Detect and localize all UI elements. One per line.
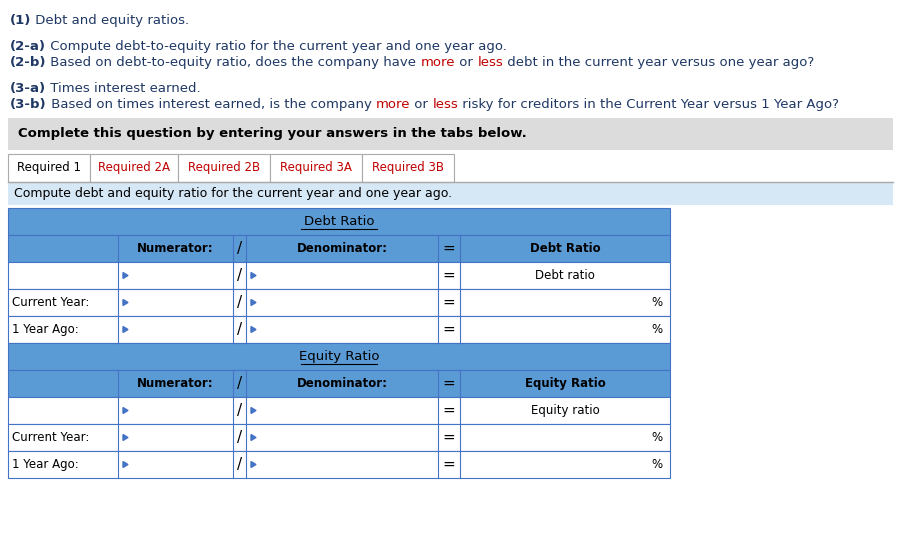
Text: (3-a): (3-a) [10,82,46,95]
Text: Current Year:: Current Year: [12,296,89,309]
Text: /: / [237,430,242,445]
Text: Compute debt and equity ratio for the current year and one year ago.: Compute debt and equity ratio for the cu… [14,187,452,201]
Text: Numerator:: Numerator: [137,242,214,255]
Text: /: / [237,376,242,391]
Text: Required 3B: Required 3B [372,162,444,174]
Text: risky for creditors in the Current Year versus 1 Year Ago?: risky for creditors in the Current Year … [458,98,839,111]
Text: Denominator:: Denominator: [296,242,387,255]
Text: %: % [652,458,663,471]
Polygon shape [251,326,256,333]
Text: less: less [432,98,458,111]
Polygon shape [251,272,256,278]
Text: Equity ratio: Equity ratio [531,404,599,417]
Text: debt in the current year versus one year ago?: debt in the current year versus one year… [503,56,815,69]
Text: Equity Ratio: Equity Ratio [524,377,605,390]
Bar [8,262,670,289]
Text: =: = [442,430,455,445]
Text: %: % [652,431,663,444]
Text: Based on debt-to-equity ratio, does the company have: Based on debt-to-equity ratio, does the … [47,56,421,69]
Polygon shape [251,300,256,306]
Polygon shape [123,434,128,440]
Bar [8,397,670,424]
Text: %: % [652,296,663,309]
Polygon shape [123,326,128,333]
Bar [8,370,670,397]
Text: less: less [478,56,503,69]
Bar [178,154,270,182]
Text: 1 Year Ago:: 1 Year Ago: [12,458,78,471]
Text: Required 2B: Required 2B [188,162,260,174]
Text: =: = [442,376,455,391]
Polygon shape [123,462,128,467]
Bar [8,235,670,262]
Polygon shape [251,408,256,414]
Text: Debt Ratio: Debt Ratio [530,242,600,255]
Text: Compute debt-to-equity ratio for the current year and one year ago.: Compute debt-to-equity ratio for the cur… [46,40,507,53]
Text: Debt ratio: Debt ratio [535,269,595,282]
Text: 1 Year Ago:: 1 Year Ago: [12,323,78,336]
Bar [8,289,670,316]
Text: Equity Ratio: Equity Ratio [299,350,379,363]
Text: Required 3A: Required 3A [280,162,352,174]
Text: Debt Ratio: Debt Ratio [304,215,374,228]
Text: (2-b): (2-b) [10,56,47,69]
Text: (3-b): (3-b) [10,98,47,111]
Text: /: / [237,295,242,310]
Bar [8,154,90,182]
Bar [270,154,362,182]
Text: (2-a): (2-a) [10,40,46,53]
Text: more: more [376,98,410,111]
Text: Current Year:: Current Year: [12,431,89,444]
Bar [8,451,670,478]
Text: Times interest earned.: Times interest earned. [46,82,201,95]
Text: =: = [442,241,455,256]
Text: =: = [442,268,455,283]
Polygon shape [251,434,256,440]
Text: Required 2A: Required 2A [98,162,170,174]
Bar [8,208,670,235]
Text: (1): (1) [10,14,32,27]
Text: /: / [237,403,242,418]
Bar [8,316,670,343]
Polygon shape [251,462,256,467]
Text: more: more [421,56,455,69]
Text: or: or [455,56,478,69]
Bar [362,154,454,182]
Text: /: / [237,322,242,337]
Bar [90,154,178,182]
Text: %: % [652,323,663,336]
Polygon shape [123,272,128,278]
Bar [8,118,893,150]
Bar [8,424,670,451]
Bar [8,183,893,205]
Text: /: / [237,268,242,283]
Text: /: / [237,241,242,256]
Text: Complete this question by entering your answers in the tabs below.: Complete this question by entering your … [18,127,527,140]
Bar [8,343,670,370]
Text: =: = [442,457,455,472]
Polygon shape [123,300,128,306]
Text: =: = [442,403,455,418]
Text: Numerator:: Numerator: [137,377,214,390]
Text: Required 1: Required 1 [17,162,81,174]
Text: Debt and equity ratios.: Debt and equity ratios. [32,14,189,27]
Text: or: or [410,98,432,111]
Text: /: / [237,457,242,472]
Text: Denominator:: Denominator: [296,377,387,390]
Text: =: = [442,295,455,310]
Polygon shape [123,408,128,414]
Text: Based on times interest earned, is the company: Based on times interest earned, is the c… [47,98,376,111]
Text: =: = [442,322,455,337]
